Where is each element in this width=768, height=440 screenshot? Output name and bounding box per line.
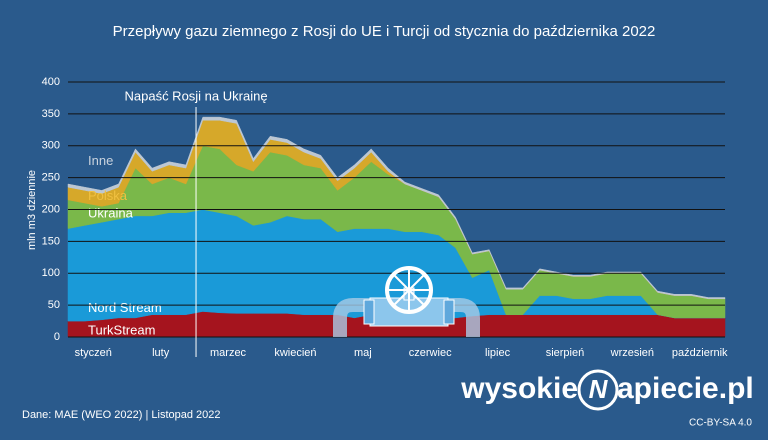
series-label: Polska — [88, 188, 128, 203]
series-label: TurkStream — [88, 322, 155, 337]
y-tick-label: 200 — [42, 203, 60, 215]
x-tick-label: sierpień — [546, 347, 585, 359]
x-tick-label: październik — [672, 347, 728, 359]
series-label: Nord Stream — [88, 300, 162, 315]
logo-right: apiecie.pl — [617, 372, 754, 405]
y-tick-label: 100 — [42, 267, 60, 279]
chart-title: Przepływy gazu ziemnego z Rosji do UE i … — [113, 23, 656, 40]
x-tick-label: maj — [354, 347, 372, 359]
x-tick-label: lipiec — [485, 347, 511, 359]
area — [67, 116, 726, 300]
y-tick-label: 400 — [42, 76, 60, 88]
logo-ring — [577, 369, 619, 411]
annotation: Napaść Rosji na Ukrainę — [124, 88, 267, 103]
logo-icon: N — [589, 374, 609, 404]
footer-source: Dane: MAE (WEO 2022) | Listopad 2022 — [22, 409, 221, 421]
x-tick-label: kwiecień — [274, 347, 316, 359]
x-tick-label: wrzesień — [610, 347, 654, 359]
logo-left: wysokie — [460, 372, 578, 405]
y-tick-label: 350 — [42, 108, 60, 120]
y-tick-label: 50 — [48, 299, 60, 311]
y-axis-label: mln m3 dziennie — [26, 170, 38, 250]
x-tick-label: marzec — [210, 347, 247, 359]
footer-license: CC-BY-SA 4.0 — [689, 418, 752, 429]
y-tick-label: 0 — [54, 331, 60, 343]
x-tick-label: styczeń — [75, 347, 112, 359]
y-tick-label: 300 — [42, 140, 60, 152]
series-label: Ukraina — [88, 206, 134, 221]
series-label: Inne — [88, 153, 113, 168]
pipeline-graphic — [333, 266, 480, 337]
y-tick-label: 250 — [42, 172, 60, 184]
x-tick-label: luty — [152, 347, 170, 359]
x-tick-label: czerwiec — [409, 347, 452, 359]
y-tick-label: 150 — [42, 235, 60, 247]
